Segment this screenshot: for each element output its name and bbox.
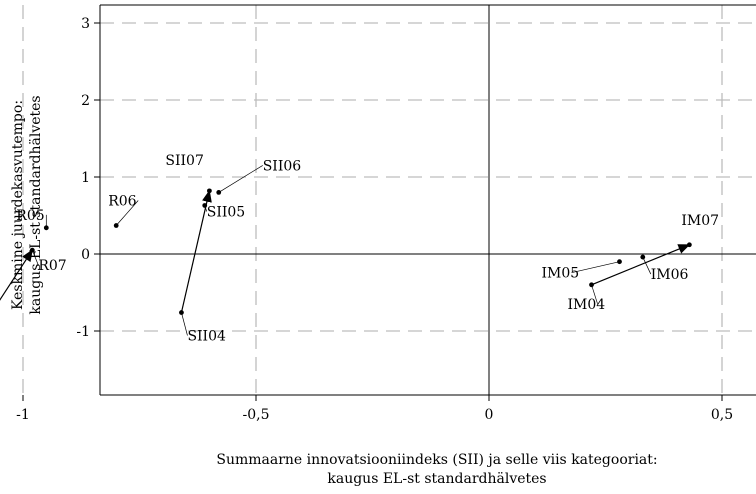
- y-axis-ticks: 3 2 1 0 -1: [76, 16, 100, 340]
- point-label-sii04: SII04: [187, 329, 226, 345]
- x-tick-label: -1: [16, 407, 30, 423]
- x-axis-title-line-2: kaugus EL-st standardhälvetes: [327, 471, 546, 487]
- x-tick-label: -0,5: [243, 407, 270, 423]
- x-axis-title-line-1: Summaarne innovatsiooniindeks (SII) ja s…: [216, 452, 657, 468]
- trend-arrow-r04-r07: [0, 249, 33, 301]
- point-im06: [640, 254, 646, 260]
- leader-line-im04: [591, 284, 598, 304]
- point-im04: [589, 282, 594, 288]
- y-axis-title-line-2: kaugus EL-st standardhälvetes: [28, 95, 44, 314]
- y-tick-label: -1: [76, 324, 90, 340]
- data-points: [29, 188, 692, 315]
- y-tick-label: 1: [81, 170, 90, 186]
- trend-arrows: [0, 189, 691, 313]
- leader-line-r07: [31, 250, 39, 266]
- y-tick-label: 3: [81, 16, 90, 32]
- x-axis-ticks: -1,5-1-0,500,51: [16, 395, 733, 423]
- point-label-sii07: SII07: [165, 153, 203, 169]
- point-r07: [29, 247, 35, 253]
- leader-line-r06: [115, 200, 139, 226]
- point-sii07: [207, 188, 212, 194]
- trend-arrow-sii04-sii07: [180, 189, 212, 313]
- point-label-im04: IM04: [568, 297, 606, 313]
- x-tick-label: 0: [485, 407, 494, 423]
- y-tick-label: 2: [81, 93, 90, 109]
- point-sii04: [179, 310, 184, 315]
- trend-arrow-im04-im07: [591, 244, 691, 286]
- leader-line-sii04: [181, 312, 188, 336]
- point-im05: [617, 259, 622, 265]
- x-tick-label: 0,5: [711, 407, 733, 423]
- point-label-r07: R07: [38, 258, 66, 274]
- leader-line-im06: [642, 256, 652, 275]
- point-im07: [686, 242, 692, 248]
- point-r05: [43, 225, 49, 231]
- point-label-im07: IM07: [681, 213, 719, 229]
- point-r06: [113, 223, 119, 228]
- leader-line-sii06: [218, 165, 263, 193]
- point-label-sii05: SII05: [207, 204, 245, 220]
- point-label-sii06: SII06: [263, 158, 302, 174]
- point-label-r06: R06: [108, 194, 136, 210]
- y-axis-title-line-1: Keskmine juurdekasvutempo:: [10, 100, 26, 310]
- point-label-im06: IM06: [651, 267, 689, 283]
- point-labels: TL06TL07TL05TL04IO05IO07IO04IO06R05R06R0…: [16, 153, 719, 345]
- y-tick-label: 0: [81, 247, 90, 263]
- axes: [99, 4, 756, 396]
- point-label-r05: R05: [16, 208, 44, 224]
- leader-line-im05: [571, 261, 620, 274]
- label-leader-lines: [31, 165, 652, 336]
- point-sii06: [216, 190, 222, 195]
- point-label-im05: IM05: [541, 266, 579, 282]
- point-sii05: [202, 203, 208, 208]
- zero-lines: [100, 5, 756, 395]
